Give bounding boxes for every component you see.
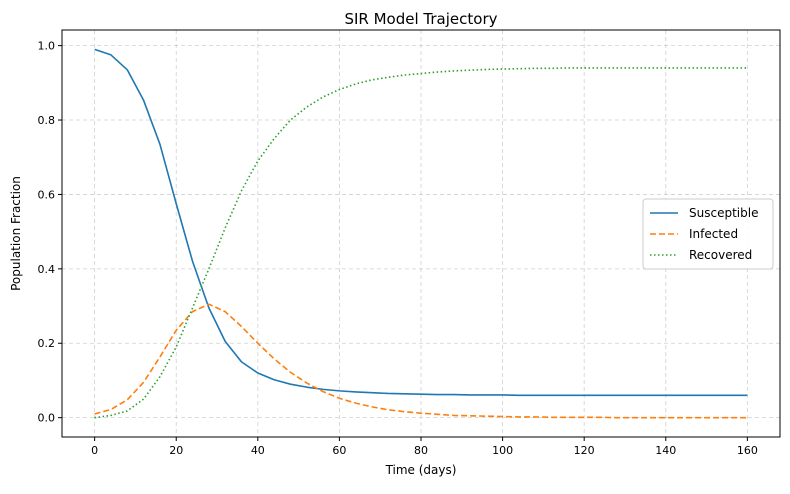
x-axis-ticks: 0 20 40 60 80 100 120 140 160 (91, 437, 758, 457)
x-tick-label: 80 (414, 444, 428, 457)
x-tick-label: 160 (737, 444, 758, 457)
legend-label-infected: Infected (689, 227, 738, 241)
y-tick-label: 1.0 (38, 40, 56, 53)
y-tick-label: 0.2 (38, 337, 56, 350)
series-line-infected (94, 303, 748, 419)
x-tick-label: 140 (655, 444, 676, 457)
x-tick-label: 0 (91, 444, 98, 457)
legend-label-recovered: Recovered (689, 248, 752, 262)
y-tick-label: 0.6 (38, 188, 56, 201)
x-tick-label: 120 (574, 444, 595, 457)
y-tick-label: 0.0 (38, 412, 56, 425)
legend-label-susceptible: Susceptible (689, 206, 758, 220)
x-tick-label: 60 (332, 444, 346, 457)
series-line-susceptible (94, 48, 748, 397)
y-tick-label: 0.4 (38, 263, 56, 276)
y-axis-ticks: 0.0 0.2 0.4 0.6 0.8 1.0 (38, 40, 62, 425)
legend-box (642, 198, 774, 270)
x-axis-label: Time (days) (385, 463, 457, 477)
y-axis-label: Population Fraction (9, 176, 23, 291)
chart-title: SIR Model Trajectory (344, 10, 497, 28)
series-line-recovered (94, 67, 748, 419)
legend: Susceptible Infected Recovered (642, 198, 774, 270)
y-tick-label: 0.8 (38, 114, 56, 127)
x-tick-label: 100 (492, 444, 513, 457)
x-tick-label: 40 (251, 444, 265, 457)
series-lines (94, 48, 748, 419)
x-tick-label: 20 (169, 444, 183, 457)
